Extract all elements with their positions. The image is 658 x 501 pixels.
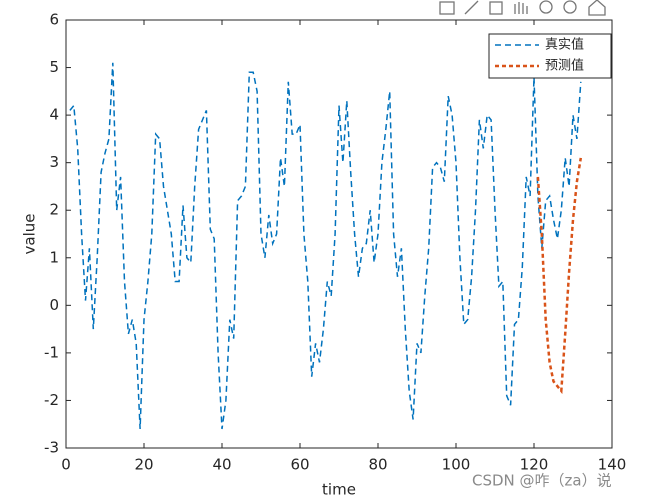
y-axis-label: value (21, 214, 39, 255)
x-tick-label: 120 (520, 456, 549, 474)
y-tick-label: -1 (44, 343, 59, 361)
y-tick-label: -3 (44, 439, 59, 457)
x-tick-label: 100 (442, 456, 471, 474)
y-tick-label: 0 (49, 296, 59, 314)
x-tick-label: 20 (134, 456, 153, 474)
toolbar-icon[interactable] (439, 1, 455, 15)
toolbar-icon[interactable] (514, 2, 528, 14)
data-line (69, 62, 582, 430)
x-tick-label: 0 (61, 456, 71, 474)
y-tick-label: 2 (49, 201, 59, 219)
y-tick-label: 5 (49, 58, 59, 76)
toolbar-icon[interactable] (539, 0, 553, 14)
toolbar-icon[interactable] (588, 0, 606, 16)
toolbar-icon[interactable] (489, 1, 503, 15)
y-tick-label: 4 (49, 106, 59, 124)
y-tick-label: 6 (49, 11, 59, 29)
legend-box (488, 33, 612, 79)
axes-box (65, 19, 613, 449)
watermark: CSDN @咋（za）说 (472, 472, 612, 490)
toolbar-icon[interactable] (563, 0, 577, 14)
y-tick-label: 1 (49, 248, 59, 266)
toolbar (439, 0, 606, 16)
legend-label: 真实值 (545, 37, 584, 53)
legend-label: 预测值 (545, 58, 584, 74)
x-tick-label: 140 (598, 456, 627, 474)
x-tick-label: 80 (368, 456, 387, 474)
x-axis-label: time (322, 481, 356, 499)
x-tick-label: 40 (212, 456, 231, 474)
toolbar-icon[interactable] (464, 0, 479, 15)
y-tick-label: 3 (49, 153, 59, 171)
data-line (536, 157, 583, 395)
x-tick-label: 60 (290, 456, 309, 474)
y-tick-label: -2 (44, 391, 59, 409)
